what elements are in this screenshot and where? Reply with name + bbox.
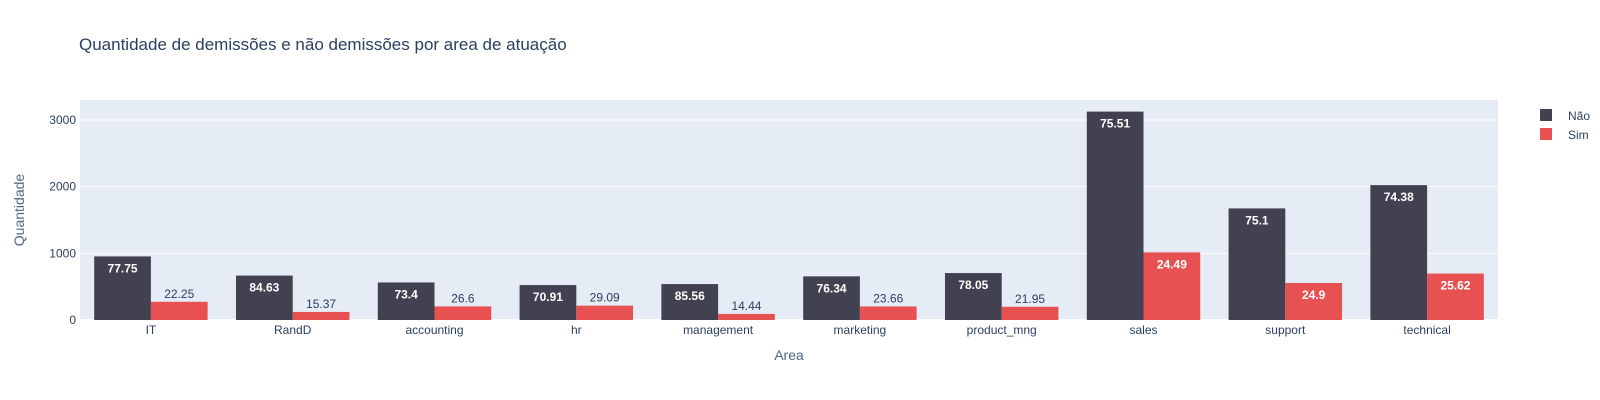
- y-tick-label: 1000: [49, 246, 76, 260]
- y-axis-ticks: 0 1000 2000 3000: [49, 113, 76, 327]
- bar-nao-management[interactable]: [661, 284, 719, 320]
- x-tick-label: product_mng: [967, 323, 1037, 337]
- bar-sim-technical[interactable]: [1427, 273, 1484, 320]
- data-label: 84.63: [249, 281, 279, 295]
- data-label: 73.4: [394, 287, 418, 301]
- data-label: 24.9: [1302, 288, 1326, 302]
- bar-sim-marketing[interactable]: [859, 306, 917, 320]
- x-tick-label: IT: [146, 323, 157, 337]
- legend-swatch-sim: [1540, 128, 1552, 140]
- data-label: 14.44: [731, 299, 761, 313]
- bar-nao-sales[interactable]: [1086, 111, 1144, 320]
- legend: Não Sim: [1540, 109, 1590, 142]
- data-labels: 77.75 22.25 84.63 15.37 73.4 26.6 70.91 29.09 85…: [108, 117, 1471, 313]
- bar-nao-RandD[interactable]: [235, 275, 293, 320]
- y-tick-label: 2000: [49, 180, 76, 194]
- data-label: 26.6: [451, 291, 475, 305]
- x-axis-ticks: IT RandD accounting hr management marketing pr…: [146, 323, 1451, 337]
- bar-nao-accounting[interactable]: [377, 282, 435, 320]
- legend-label-sim: Sim: [1568, 128, 1589, 142]
- bar-nao-marketing[interactable]: [803, 276, 860, 320]
- bar-nao-product_mng[interactable]: [944, 273, 1002, 320]
- bar-sim-hr[interactable]: [576, 305, 634, 320]
- bar-sim-support[interactable]: [1285, 283, 1343, 320]
- data-label: 22.25: [164, 287, 194, 301]
- y-tick-label: 0: [69, 313, 76, 327]
- x-tick-label: marketing: [834, 323, 887, 337]
- x-tick-label: management: [683, 323, 754, 337]
- bar-nao-support[interactable]: [1228, 208, 1286, 320]
- bar-sim-management[interactable]: [718, 313, 775, 320]
- bar-nao-technical[interactable]: [1370, 185, 1428, 320]
- data-label: 74.38: [1384, 190, 1414, 204]
- x-tick-label: hr: [571, 323, 582, 337]
- data-label: 75.51: [1100, 117, 1130, 131]
- data-label: 77.75: [108, 261, 138, 275]
- y-axis-title: Quantidade: [11, 174, 27, 247]
- bar-sim-product_mng[interactable]: [1001, 306, 1059, 320]
- bar-sim-sales[interactable]: [1143, 252, 1201, 320]
- bar-sim-IT[interactable]: [150, 301, 208, 320]
- x-tick-label: sales: [1129, 323, 1157, 337]
- bar-sim-accounting[interactable]: [434, 306, 492, 320]
- y-tick-label: 3000: [49, 113, 76, 127]
- data-label: 78.05: [958, 278, 988, 292]
- x-tick-label: RandD: [274, 323, 312, 337]
- data-label: 75.1: [1245, 213, 1269, 227]
- data-label: 23.66: [873, 291, 903, 305]
- data-label: 29.09: [590, 291, 620, 305]
- bars: [94, 111, 1484, 320]
- data-label: 15.37: [306, 297, 336, 311]
- legend-label-nao: Não: [1568, 109, 1590, 123]
- data-label: 70.91: [533, 290, 563, 304]
- x-axis-title: Area: [774, 347, 804, 363]
- data-label: 85.56: [675, 289, 705, 303]
- legend-item-nao[interactable]: Não: [1540, 109, 1590, 123]
- data-label: 25.62: [1440, 279, 1470, 293]
- data-label: 21.95: [1015, 292, 1045, 306]
- bar-nao-hr[interactable]: [519, 285, 577, 320]
- legend-item-sim[interactable]: Sim: [1540, 128, 1589, 142]
- bar-sim-RandD[interactable]: [292, 311, 350, 320]
- x-tick-label: accounting: [405, 323, 463, 337]
- legend-swatch-nao: [1540, 109, 1552, 121]
- chart-title: Quantidade de demissões e não demissões …: [79, 35, 567, 54]
- x-tick-label: support: [1265, 323, 1306, 337]
- data-label: 24.49: [1157, 257, 1187, 271]
- x-tick-label: technical: [1403, 323, 1450, 337]
- data-label: 76.34: [817, 281, 847, 295]
- bar-nao-IT[interactable]: [94, 256, 151, 320]
